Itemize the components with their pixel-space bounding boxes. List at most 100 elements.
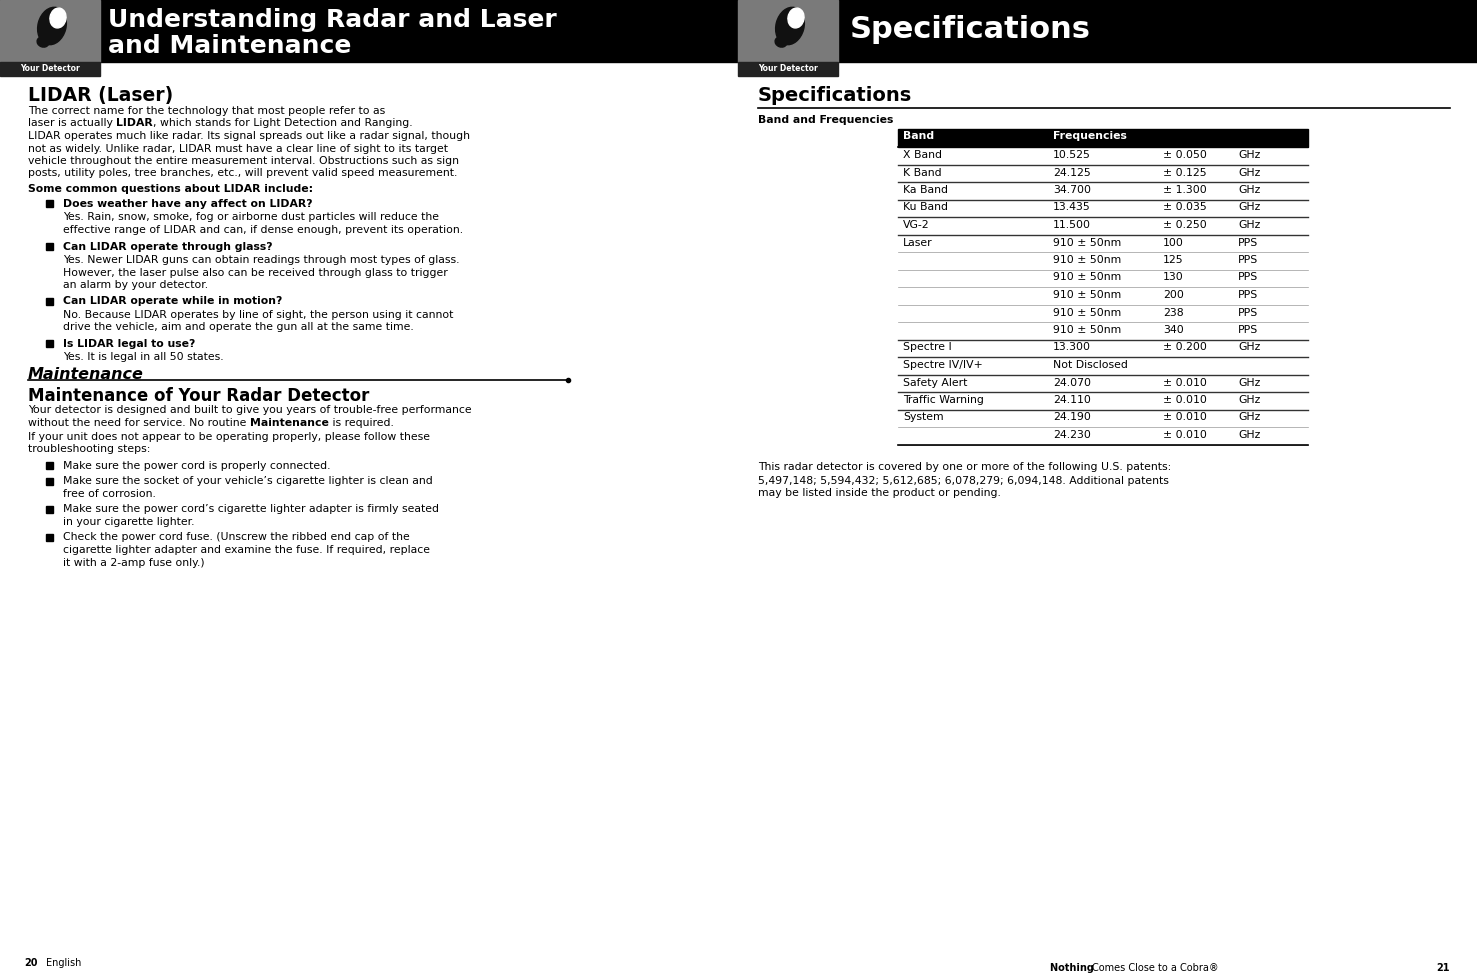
Text: PPS: PPS [1238, 272, 1258, 283]
Text: ± 0.010: ± 0.010 [1162, 412, 1207, 422]
Text: 24.190: 24.190 [1053, 412, 1092, 422]
Text: LIDAR operates much like radar. Its signal spreads out like a radar signal, thou: LIDAR operates much like radar. Its sign… [28, 131, 470, 141]
Text: Safety Alert: Safety Alert [902, 377, 967, 387]
Text: LIDAR: LIDAR [117, 119, 154, 129]
Text: 10.525: 10.525 [1053, 150, 1092, 160]
Text: cigarette lighter adapter and examine the fuse. If required, replace: cigarette lighter adapter and examine th… [64, 545, 430, 555]
Text: GHz: GHz [1238, 430, 1260, 440]
Text: , which stands for Light Detection and Ranging.: , which stands for Light Detection and R… [154, 119, 412, 129]
Text: Maintenance: Maintenance [250, 417, 329, 427]
Text: 13.300: 13.300 [1053, 342, 1092, 353]
Text: 238: 238 [1162, 307, 1183, 318]
Text: 130: 130 [1162, 272, 1183, 283]
Text: GHz: GHz [1238, 150, 1260, 160]
Bar [21, 956, 41, 970]
Text: vehicle throughout the entire measurement interval. Obstructions such as sign: vehicle throughout the entire measuremen… [28, 156, 459, 166]
Text: Some common questions about LIDAR include:: Some common questions about LIDAR includ… [28, 184, 313, 194]
Text: Spectre IV/IV+: Spectre IV/IV+ [902, 360, 982, 370]
Text: The correct name for the technology that most people refer to as: The correct name for the technology that… [28, 106, 385, 116]
Bar [46, 340, 53, 347]
Text: 910 ± 50nm: 910 ± 50nm [1053, 255, 1121, 265]
Text: drive the vehicle, aim and operate the gun all at the same time.: drive the vehicle, aim and operate the g… [64, 323, 414, 332]
Text: Yes. Rain, snow, smoke, fog or airborne dust particles will reduce the: Yes. Rain, snow, smoke, fog or airborne … [64, 213, 439, 222]
Ellipse shape [37, 7, 66, 45]
Text: not as widely. Unlike radar, LIDAR must have a clear line of sight to its target: not as widely. Unlike radar, LIDAR must … [28, 143, 448, 153]
Text: Nothing: Nothing [1050, 963, 1097, 973]
Text: 24.125: 24.125 [1053, 168, 1090, 177]
Bar [1433, 956, 1453, 970]
Bar [46, 462, 53, 469]
Text: Ka Band: Ka Band [902, 185, 948, 195]
Text: Can LIDAR operate while in motion?: Can LIDAR operate while in motion? [64, 296, 282, 306]
Text: ± 0.125: ± 0.125 [1162, 168, 1207, 177]
Bar [738, 62, 837, 76]
Text: Traffic Warning: Traffic Warning [902, 395, 984, 405]
Text: 13.435: 13.435 [1053, 203, 1090, 213]
Bar [46, 243, 53, 250]
Text: No. Because LIDAR operates by line of sight, the person using it cannot: No. Because LIDAR operates by line of si… [64, 310, 453, 320]
Text: Can LIDAR operate through glass?: Can LIDAR operate through glass? [64, 242, 273, 252]
Text: Make sure the power cord’s cigarette lighter adapter is firmly seated: Make sure the power cord’s cigarette lig… [64, 504, 439, 515]
Text: in your cigarette lighter.: in your cigarette lighter. [64, 517, 195, 527]
Text: 910 ± 50nm: 910 ± 50nm [1053, 290, 1121, 300]
Bar [0, 0, 100, 62]
Text: ± 0.035: ± 0.035 [1162, 203, 1207, 213]
Text: PPS: PPS [1238, 307, 1258, 318]
Text: it with a 2-amp fuse only.): it with a 2-amp fuse only.) [64, 558, 205, 567]
Text: GHz: GHz [1238, 395, 1260, 405]
Text: English: English [46, 958, 81, 968]
Bar [46, 297, 53, 304]
Text: may be listed inside the product or pending.: may be listed inside the product or pend… [758, 488, 1001, 498]
Text: posts, utility poles, tree branches, etc., will prevent valid speed measurement.: posts, utility poles, tree branches, etc… [28, 169, 458, 178]
Text: 24.070: 24.070 [1053, 377, 1092, 387]
Text: 910 ± 50nm: 910 ± 50nm [1053, 272, 1121, 283]
Text: laser is actually: laser is actually [28, 119, 117, 129]
Text: 24.110: 24.110 [1053, 395, 1092, 405]
Text: ± 0.010: ± 0.010 [1162, 430, 1207, 440]
Text: ± 0.250: ± 0.250 [1162, 220, 1207, 230]
Text: Ku Band: Ku Band [902, 203, 948, 213]
Text: 200: 200 [1162, 290, 1185, 300]
Text: System: System [902, 412, 944, 422]
Bar [46, 505, 53, 513]
Bar [0, 0, 1477, 62]
Text: GHz: GHz [1238, 203, 1260, 213]
Text: 910 ± 50nm: 910 ± 50nm [1053, 307, 1121, 318]
Text: X Band: X Band [902, 150, 942, 160]
Text: PPS: PPS [1238, 290, 1258, 300]
Bar [0, 62, 100, 76]
Text: 11.500: 11.500 [1053, 220, 1092, 230]
Ellipse shape [787, 8, 803, 28]
Text: Is LIDAR legal to use?: Is LIDAR legal to use? [64, 339, 195, 349]
Text: GHz: GHz [1238, 185, 1260, 195]
Text: 34.700: 34.700 [1053, 185, 1092, 195]
Text: If your unit does not appear to be operating properly, please follow these: If your unit does not appear to be opera… [28, 432, 430, 442]
Text: GHz: GHz [1238, 377, 1260, 387]
Text: Your detector is designed and built to give you years of trouble-free performanc: Your detector is designed and built to g… [28, 405, 471, 415]
Text: without the need for service. No routine: without the need for service. No routine [28, 417, 250, 427]
Text: 100: 100 [1162, 238, 1185, 248]
Text: 5,497,148; 5,594,432; 5,612,685; 6,078,279; 6,094,148. Additional patents: 5,497,148; 5,594,432; 5,612,685; 6,078,2… [758, 476, 1168, 486]
Text: K Band: K Band [902, 168, 942, 177]
Text: free of corrosion.: free of corrosion. [64, 489, 157, 499]
Text: and Maintenance: and Maintenance [108, 34, 352, 58]
Bar [738, 0, 837, 62]
Text: Understanding Radar and Laser: Understanding Radar and Laser [108, 8, 557, 32]
Text: However, the laser pulse also can be received through glass to trigger: However, the laser pulse also can be rec… [64, 267, 448, 278]
Ellipse shape [50, 8, 66, 28]
Text: PPS: PPS [1238, 325, 1258, 335]
Text: GHz: GHz [1238, 412, 1260, 422]
Text: This radar detector is covered by one or more of the following U.S. patents:: This radar detector is covered by one or… [758, 462, 1171, 473]
Bar [46, 533, 53, 540]
Text: 910 ± 50nm: 910 ± 50nm [1053, 238, 1121, 248]
Text: Specifications: Specifications [849, 15, 1092, 44]
Text: Make sure the socket of your vehicle’s cigarette lighter is clean and: Make sure the socket of your vehicle’s c… [64, 477, 433, 487]
Bar [46, 200, 53, 207]
Text: Check the power cord fuse. (Unscrew the ribbed end cap of the: Check the power cord fuse. (Unscrew the … [64, 532, 409, 542]
Text: GHz: GHz [1238, 168, 1260, 177]
Text: 125: 125 [1162, 255, 1183, 265]
Text: an alarm by your detector.: an alarm by your detector. [64, 280, 208, 290]
Text: effective range of LIDAR and can, if dense enough, prevent its operation.: effective range of LIDAR and can, if den… [64, 225, 464, 235]
Text: Specifications: Specifications [758, 86, 913, 105]
Text: Does weather have any affect on LIDAR?: Does weather have any affect on LIDAR? [64, 199, 313, 209]
